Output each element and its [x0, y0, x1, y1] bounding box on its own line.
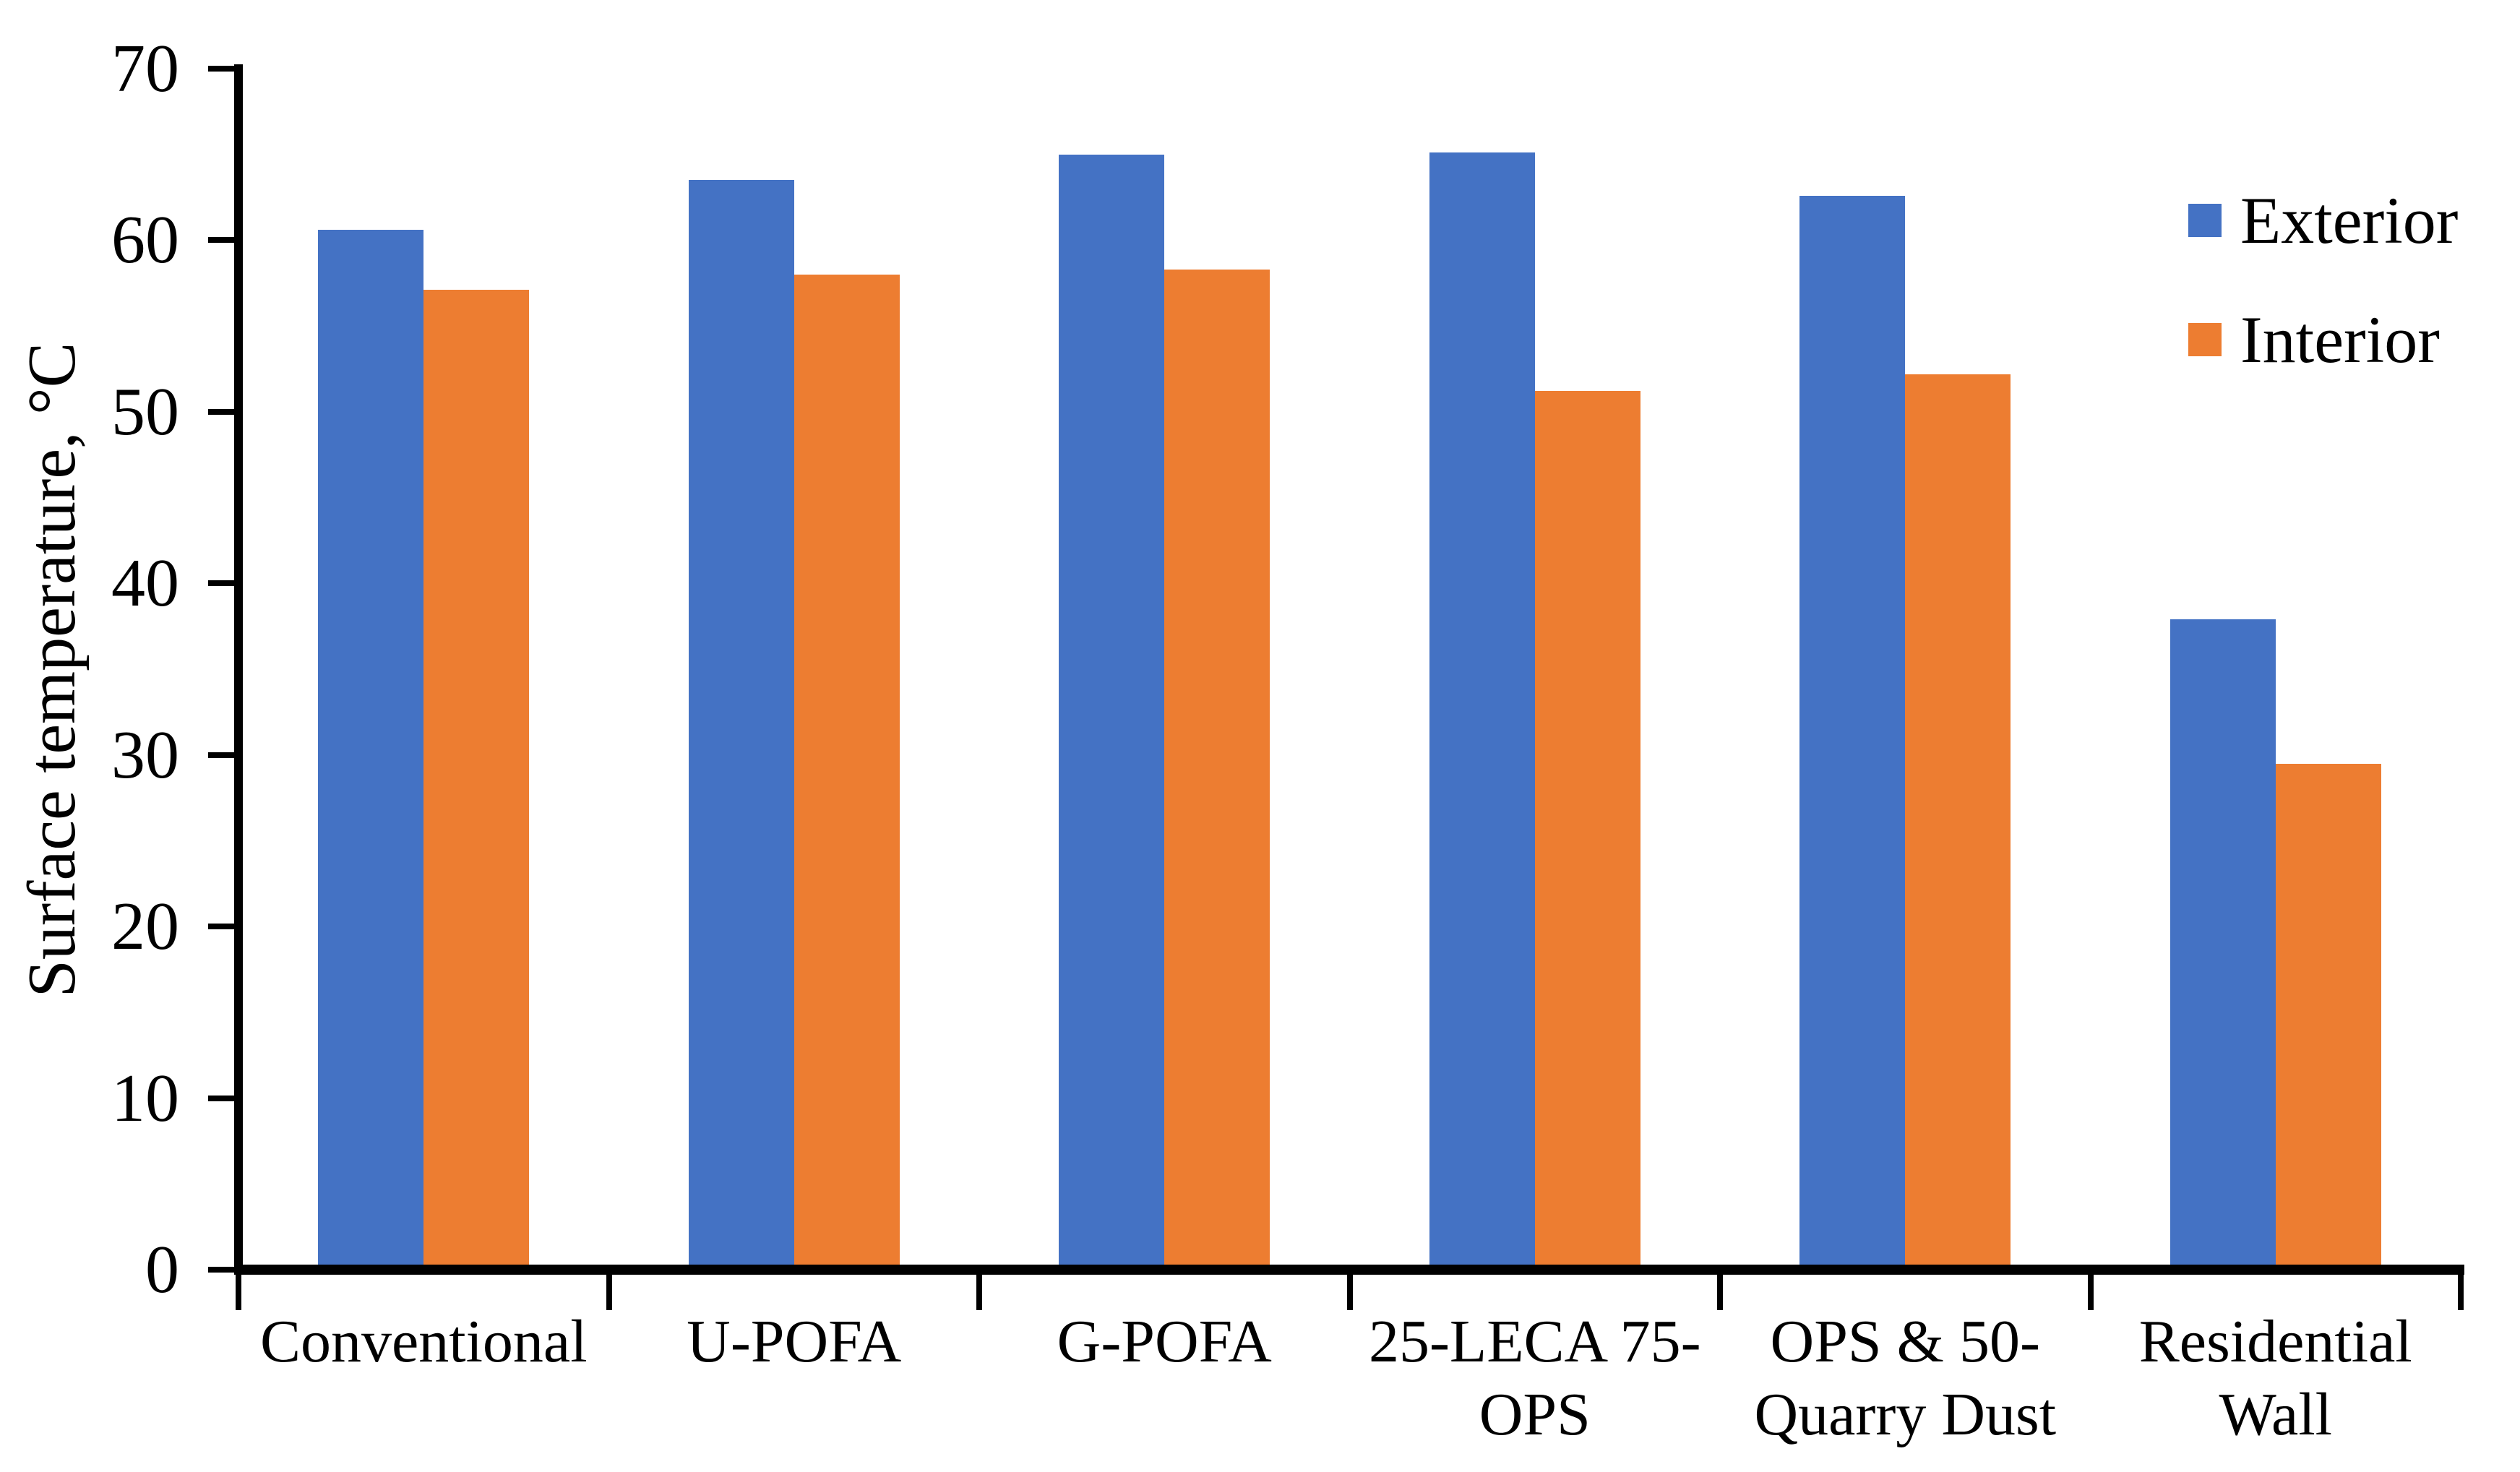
x-axis-tick	[976, 1270, 982, 1310]
legend-item-interior: Interior	[2188, 306, 2458, 374]
y-tick-label: 30	[111, 717, 179, 793]
category-label: U-POFA	[687, 1308, 902, 1375]
x-axis-tick	[1717, 1270, 1723, 1310]
bar-interior	[2275, 763, 2381, 1270]
x-axis-tick	[2458, 1270, 2464, 1310]
bar-exterior	[1799, 195, 1906, 1270]
x-axis-tick	[1346, 1270, 1353, 1310]
bar-interior	[423, 290, 530, 1270]
category-label: 25-LECA 75- OPS	[1368, 1308, 1701, 1448]
y-axis-title: Surface temperature, °C	[14, 342, 90, 998]
y-tick-label: 40	[111, 546, 179, 621]
y-tick-label: 50	[111, 374, 179, 449]
category-label: G-POFA	[1057, 1308, 1272, 1375]
y-tick-label: 10	[111, 1060, 179, 1136]
bar-exterior	[688, 180, 794, 1270]
y-tick-label: 60	[111, 202, 179, 278]
x-axis-tick	[606, 1270, 612, 1310]
x-axis-tick	[236, 1270, 241, 1310]
legend-label-exterior: Exterior	[2240, 184, 2459, 257]
y-tick-label: 20	[111, 889, 179, 965]
y-axis-tick	[208, 580, 234, 587]
category-label: OPS & 50- Quarry Dust	[1754, 1308, 2057, 1448]
exterior-swatch-icon	[2188, 204, 2222, 237]
x-axis-tick	[2087, 1270, 2094, 1310]
category-label: Conventional	[259, 1308, 588, 1375]
interior-swatch-icon	[2188, 323, 2222, 356]
legend-item-exterior: Exterior	[2188, 186, 2458, 254]
y-axis-tick	[208, 66, 234, 72]
bar-exterior	[1059, 154, 1165, 1270]
bar-exterior	[318, 230, 424, 1270]
legend: Exterior Interior	[2188, 186, 2458, 374]
bar-interior	[1164, 269, 1270, 1270]
bar-exterior	[2169, 619, 2276, 1270]
y-axis-tick	[208, 408, 234, 415]
bar-interior	[1534, 391, 1640, 1270]
y-axis-tick	[208, 1095, 234, 1101]
bar-exterior	[1429, 152, 1535, 1270]
bar-interior	[794, 274, 900, 1270]
category-label: Residential Wall	[2138, 1308, 2412, 1448]
y-axis-tick	[208, 237, 234, 244]
y-tick-label: 0	[145, 1232, 179, 1307]
y-axis-tick	[208, 752, 234, 758]
y-tick-label: 70	[111, 31, 179, 106]
legend-label-interior: Interior	[2240, 303, 2440, 376]
y-axis-tick	[208, 1267, 234, 1273]
x-axis-baseline	[234, 1265, 2464, 1275]
y-axis-tick	[208, 924, 234, 930]
bar-interior	[1905, 374, 2011, 1270]
y-axis-line	[234, 64, 243, 1275]
